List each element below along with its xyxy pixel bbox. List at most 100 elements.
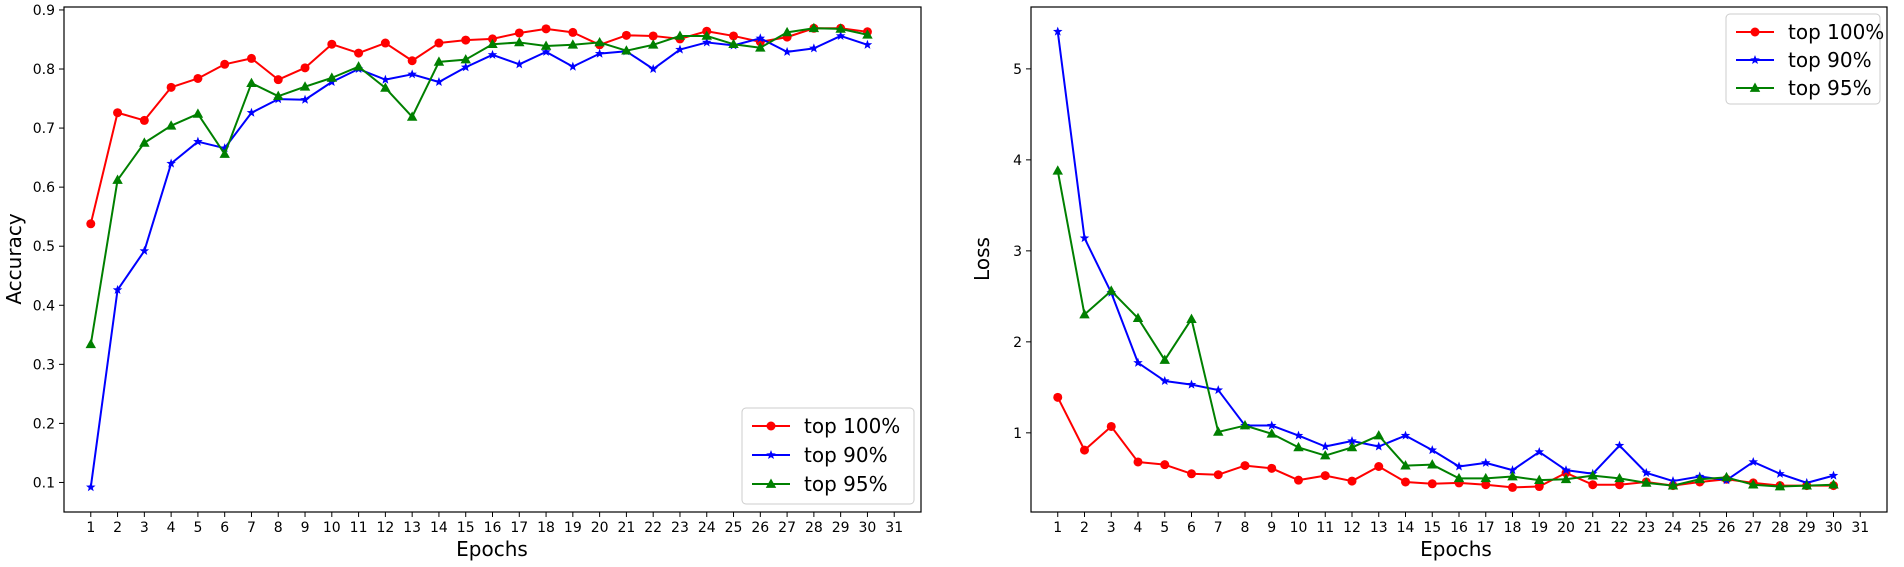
x-tick-label: 17 <box>1477 520 1495 536</box>
data-point <box>1159 354 1170 364</box>
data-point <box>1133 457 1143 467</box>
data-point <box>407 56 417 66</box>
data-point <box>1293 430 1304 440</box>
legend-label: top 90% <box>804 443 888 467</box>
x-tick-label: 2 <box>1080 520 1089 536</box>
data-point <box>1560 473 1572 484</box>
data-point <box>835 30 846 40</box>
series-line <box>1056 170 1834 488</box>
legend-item: top 90% <box>1736 48 1872 72</box>
data-point <box>1160 460 1170 470</box>
legend-item: top 95% <box>1736 76 1872 100</box>
x-tick-label: 15 <box>1423 520 1441 536</box>
data-point <box>1507 465 1518 475</box>
data-point <box>808 22 820 33</box>
data-point <box>1320 441 1331 451</box>
data-point <box>862 29 873 39</box>
x-tick-label: 10 <box>1290 520 1308 536</box>
data-point <box>1079 233 1090 243</box>
y-tick-label: 0.3 <box>33 357 55 373</box>
x-tick-label: 1 <box>1053 520 1062 536</box>
data-point <box>1347 436 1357 446</box>
legend-box <box>741 407 915 505</box>
data-point <box>487 49 498 59</box>
x-tick-label: 3 <box>1107 520 1116 536</box>
data-point <box>648 64 658 74</box>
legend-marker <box>765 478 777 488</box>
data-point <box>1694 473 1705 484</box>
data-point <box>139 245 150 255</box>
data-point <box>461 35 471 45</box>
data-point <box>380 74 391 84</box>
data-point <box>1508 482 1517 492</box>
x-tick-label: 20 <box>591 520 609 536</box>
x-axis-label: Epochs <box>456 537 528 561</box>
data-point <box>273 90 284 101</box>
data-point <box>729 31 739 41</box>
series-top-100- <box>86 23 872 229</box>
data-point <box>1748 479 1759 489</box>
data-point <box>1427 445 1438 455</box>
data-point <box>1453 472 1465 483</box>
data-point <box>433 56 445 66</box>
x-tick-label: 6 <box>1187 520 1196 536</box>
data-point <box>326 72 338 82</box>
data-point <box>1828 479 1839 489</box>
x-tick-label: 29 <box>1798 520 1816 536</box>
data-point <box>675 44 685 54</box>
y-tick-label: 3 <box>1013 244 1022 260</box>
data-point <box>567 39 579 49</box>
x-tick-label: 8 <box>274 520 283 536</box>
x-axis-label: Epochs <box>1420 537 1492 561</box>
data-point <box>1294 475 1303 485</box>
x-tick-label: 16 <box>1450 520 1468 536</box>
data-point <box>1400 460 1411 470</box>
data-point <box>594 36 605 47</box>
x-tick-label: 25 <box>1691 520 1709 536</box>
data-point <box>113 108 123 118</box>
data-point <box>514 36 525 47</box>
y-axis-label: Loss <box>970 237 994 281</box>
y-tick-label: 0.4 <box>33 298 55 314</box>
data-point <box>835 23 846 33</box>
data-point <box>1132 312 1144 323</box>
y-axis-label: Accuracy <box>2 213 26 304</box>
x-tick-label: 13 <box>403 520 421 536</box>
data-point <box>1186 313 1197 323</box>
legend-label: top 100% <box>804 414 900 438</box>
data-point <box>246 107 257 117</box>
x-tick-label: 8 <box>1241 520 1250 536</box>
data-point <box>300 63 310 73</box>
x-tick-label: 4 <box>167 520 176 536</box>
data-point <box>1106 285 1117 295</box>
x-tick-label: 27 <box>778 520 796 536</box>
x-tick-label: 24 <box>698 520 716 536</box>
data-point <box>1641 477 1652 487</box>
data-point <box>112 174 123 184</box>
y-tick-label: 2 <box>1013 335 1022 351</box>
y-tick-label: 0.5 <box>33 239 55 255</box>
data-point <box>674 30 686 40</box>
data-point <box>1427 479 1437 489</box>
data-point <box>407 69 417 79</box>
x-tick-label: 11 <box>1316 520 1334 536</box>
legend-marker <box>1749 82 1761 92</box>
x-tick-label: 14 <box>430 520 448 536</box>
data-point <box>1080 445 1089 455</box>
x-tick-label: 9 <box>1267 520 1276 536</box>
series-line <box>89 27 868 345</box>
legend-item: top 100% <box>1736 20 1884 44</box>
x-tick-label: 24 <box>1664 520 1682 536</box>
x-tick-label: 25 <box>725 520 743 536</box>
data-point <box>1187 469 1196 479</box>
legend-label: top 90% <box>1788 48 1872 72</box>
data-point <box>193 73 203 83</box>
x-tick-label: 2 <box>113 520 122 536</box>
data-point <box>781 26 793 37</box>
data-point <box>406 111 418 121</box>
legend-marker <box>766 421 776 431</box>
x-tick-label: 20 <box>1557 520 1575 536</box>
y-tick-label: 0.6 <box>33 180 55 196</box>
data-point <box>165 120 177 130</box>
